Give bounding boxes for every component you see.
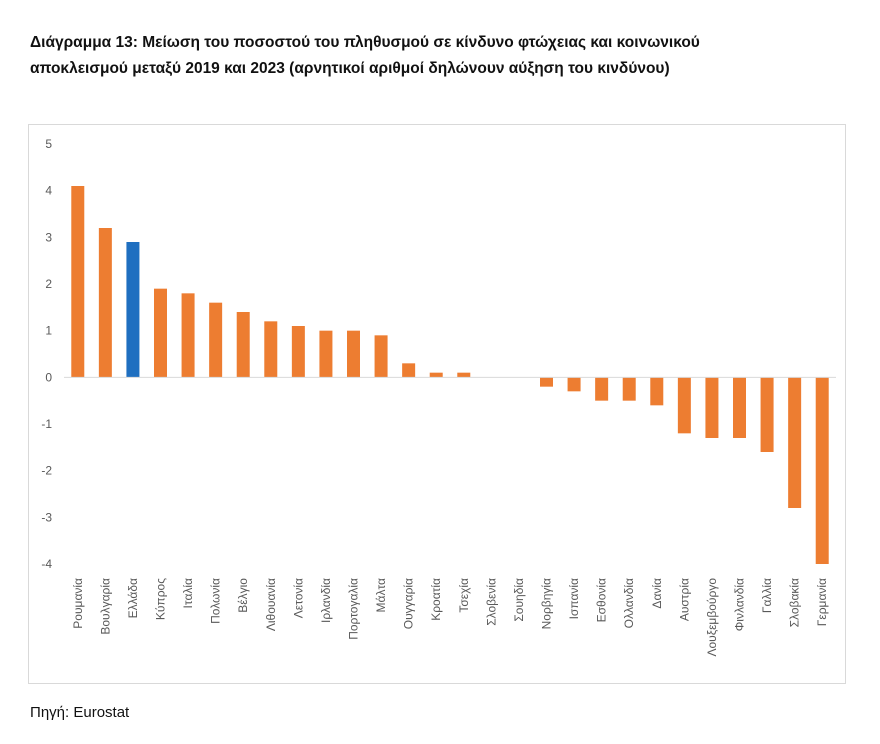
- x-tick-label: Λετονία: [291, 578, 305, 618]
- bar: [457, 372, 471, 378]
- x-tick-label: Λιθουανία: [264, 578, 278, 631]
- x-tick-label: Εσθονία: [595, 578, 609, 622]
- x-tick-label: Νορβηγία: [540, 578, 554, 629]
- y-tick-label: -3: [41, 510, 52, 524]
- x-tick-label: Σουηδία: [512, 578, 526, 622]
- x-tick-label: Κύπρος: [154, 578, 168, 620]
- bar: [595, 377, 609, 401]
- y-axis-ticks: 5 4 3 2 1 0 -1 -2 -3 -4: [41, 137, 52, 571]
- bar: [705, 377, 719, 438]
- bar: [291, 326, 305, 378]
- bar: [622, 377, 636, 401]
- bar: [71, 186, 85, 378]
- y-tick-label: 4: [45, 184, 52, 198]
- y-tick-label: 5: [45, 137, 52, 151]
- bar: [209, 302, 223, 378]
- bar: [402, 363, 416, 378]
- bar: [236, 312, 250, 378]
- y-tick-label: 3: [45, 230, 52, 244]
- x-tick-label: Ισπανία: [567, 578, 581, 619]
- x-tick-label: Ουγγαρία: [402, 578, 416, 629]
- bar: [567, 377, 581, 392]
- y-tick-label: -2: [41, 464, 52, 478]
- bar: [181, 293, 195, 378]
- bar: [677, 377, 691, 434]
- x-tick-label: Γερμανία: [815, 578, 829, 626]
- x-tick-label: Πορτογαλία: [347, 578, 361, 640]
- bar: [264, 321, 278, 378]
- bar: [733, 377, 746, 438]
- x-tick-label: Δανία: [650, 578, 664, 609]
- bar: [650, 377, 664, 406]
- x-tick-label: Ιρλανδία: [319, 578, 333, 623]
- bar: [154, 288, 167, 378]
- x-tick-label: Κροατία: [429, 578, 443, 621]
- y-tick-label: 2: [45, 277, 52, 291]
- x-tick-label: Γαλλία: [760, 578, 774, 613]
- x-tick-label: Πολωνία: [209, 578, 223, 624]
- x-tick-label: Ρουμανία: [71, 578, 85, 629]
- y-tick-label: -4: [41, 557, 52, 571]
- bars: [71, 186, 829, 564]
- bar: [374, 335, 388, 378]
- x-tick-label: Ολλανδία: [622, 578, 636, 628]
- x-tick-label: Αυστρία: [677, 578, 691, 621]
- bar: [126, 242, 140, 378]
- x-axis-ticks: Ρουμανία Βουλγαρία Ελλάδα Κύπρος Ιταλία Πολων…: [71, 578, 829, 657]
- bar: [815, 377, 829, 564]
- source-note: Πηγή: Eurostat: [30, 704, 130, 721]
- x-tick-label: Ιταλία: [181, 578, 195, 609]
- bar: [429, 372, 443, 378]
- bar: [540, 377, 553, 387]
- x-tick-label: Λουξεμβούργο: [705, 578, 719, 657]
- chart-area: [28, 124, 846, 684]
- y-tick-label: 0: [45, 370, 52, 384]
- y-tick-label: 1: [45, 324, 52, 338]
- bar: [760, 377, 774, 452]
- x-tick-label: Βουλγαρία: [98, 578, 112, 635]
- x-tick-label: Τσεχία: [457, 578, 471, 613]
- y-tick-label: -1: [41, 417, 52, 431]
- x-tick-label: Σλοβενία: [484, 578, 498, 626]
- x-tick-label: Βέλγιο: [236, 578, 250, 613]
- x-tick-label: Φινλανδία: [733, 578, 747, 631]
- bar: [788, 377, 802, 508]
- x-tick-label: Μάλτα: [374, 578, 388, 613]
- bar: [98, 228, 112, 378]
- bar: [319, 330, 333, 378]
- bar: [347, 330, 360, 378]
- chart-title: Διάγραμμα 13: Μείωση του ποσοστού του πλ…: [30, 34, 700, 77]
- x-tick-label: Ελλάδα: [126, 578, 140, 618]
- x-tick-label: Σλοβακία: [788, 578, 802, 627]
